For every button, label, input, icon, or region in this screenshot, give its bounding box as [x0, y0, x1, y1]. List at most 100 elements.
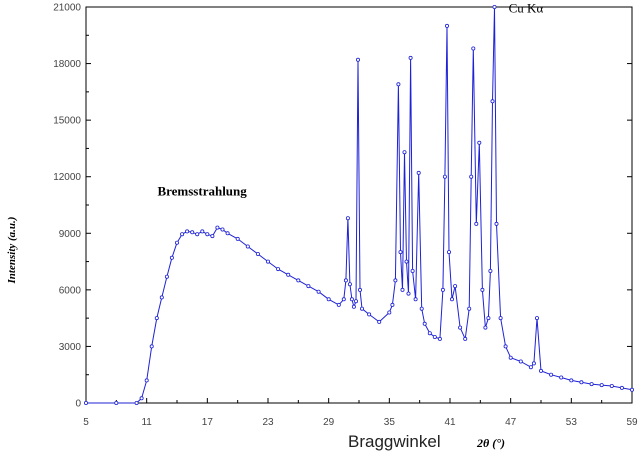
data-point	[169, 255, 174, 260]
data-point	[343, 278, 348, 283]
data-point	[84, 400, 89, 405]
series-layer	[84, 5, 635, 405]
data-point	[579, 380, 584, 385]
y-tick-label: 0	[75, 399, 81, 410]
cu-ka-annotation: Cu Kα	[509, 1, 544, 16]
y-tick-label: 21000	[53, 3, 81, 14]
data-point	[400, 287, 405, 292]
data-point	[480, 287, 485, 292]
x-tick-label: 41	[444, 417, 456, 428]
data-point	[245, 244, 250, 249]
data-point	[154, 316, 159, 321]
y-tick-label: 15000	[53, 116, 81, 127]
series-line	[86, 6, 633, 404]
data-point	[402, 150, 407, 155]
data-point	[410, 268, 415, 273]
data-point	[387, 310, 392, 315]
data-point	[205, 232, 210, 237]
data-point	[195, 232, 200, 237]
data-point	[349, 297, 354, 302]
data-point	[174, 240, 179, 245]
data-point	[446, 250, 451, 255]
data-point	[359, 306, 364, 311]
data-point	[503, 344, 508, 349]
data-point	[159, 295, 164, 300]
x-tick-label: 5	[83, 417, 89, 428]
data-point	[351, 304, 356, 309]
y-tick-label: 18000	[53, 59, 81, 70]
y-tick-label: 12000	[53, 172, 81, 183]
x-axis-ticks: 5 11 17 23 29 35 41 47 53 59	[83, 398, 638, 428]
data-point	[347, 282, 352, 287]
data-point	[535, 316, 540, 321]
data-point	[486, 316, 491, 321]
x-tick-label: 29	[323, 417, 335, 428]
data-point	[367, 312, 372, 317]
data-point	[483, 325, 488, 330]
data-point	[442, 174, 447, 179]
data-point	[630, 387, 635, 392]
x-tick-label: 59	[626, 417, 638, 428]
data-point	[185, 229, 190, 234]
data-point	[235, 236, 240, 241]
data-point	[210, 234, 215, 239]
data-point	[458, 325, 463, 330]
data-point	[265, 259, 270, 264]
data-point	[215, 225, 220, 230]
data-point	[393, 278, 398, 283]
data-point	[449, 297, 454, 302]
data-point	[286, 272, 291, 277]
data-point	[437, 336, 442, 341]
data-point	[419, 306, 424, 311]
x-axis-unit-label: 2θ (°)	[476, 436, 505, 450]
data-point	[406, 291, 411, 296]
data-point	[404, 259, 409, 264]
data-point	[164, 274, 169, 279]
data-point	[200, 229, 205, 234]
data-point	[440, 287, 445, 292]
data-point	[144, 378, 149, 383]
data-point	[396, 82, 401, 87]
data-point	[190, 230, 195, 235]
x-tick-label: 35	[384, 417, 396, 428]
data-point	[528, 365, 533, 370]
data-point	[467, 306, 472, 311]
data-point	[518, 359, 523, 364]
data-point	[490, 99, 495, 104]
y-tick-label: 3000	[59, 342, 82, 353]
data-point	[326, 297, 331, 302]
data-point	[609, 383, 614, 388]
data-point	[432, 334, 437, 339]
data-point	[474, 221, 479, 226]
data-point	[336, 302, 341, 307]
data-point	[599, 383, 604, 388]
data-point	[416, 170, 421, 175]
data-point	[306, 284, 311, 289]
data-point	[589, 382, 594, 387]
data-point	[508, 355, 513, 360]
data-point	[180, 232, 185, 237]
data-point	[149, 344, 154, 349]
data-point	[492, 5, 497, 10]
x-axis-label: Braggwinkel	[348, 432, 441, 451]
data-point	[114, 400, 119, 405]
data-point	[276, 267, 281, 272]
data-point	[494, 221, 499, 226]
data-point	[377, 319, 382, 324]
data-point	[422, 321, 427, 326]
data-point	[559, 375, 564, 380]
data-point	[408, 55, 413, 60]
data-point	[463, 336, 468, 341]
data-point	[398, 250, 403, 255]
data-point	[357, 287, 362, 292]
data-point	[390, 302, 395, 307]
x-tick-label: 53	[566, 417, 578, 428]
data-point	[139, 396, 144, 401]
x-tick-label: 11	[141, 417, 152, 428]
data-point	[413, 297, 418, 302]
x-tick-label: 23	[262, 417, 274, 428]
x-tick-label: 47	[505, 417, 517, 428]
data-point	[469, 174, 474, 179]
data-point	[353, 299, 358, 304]
